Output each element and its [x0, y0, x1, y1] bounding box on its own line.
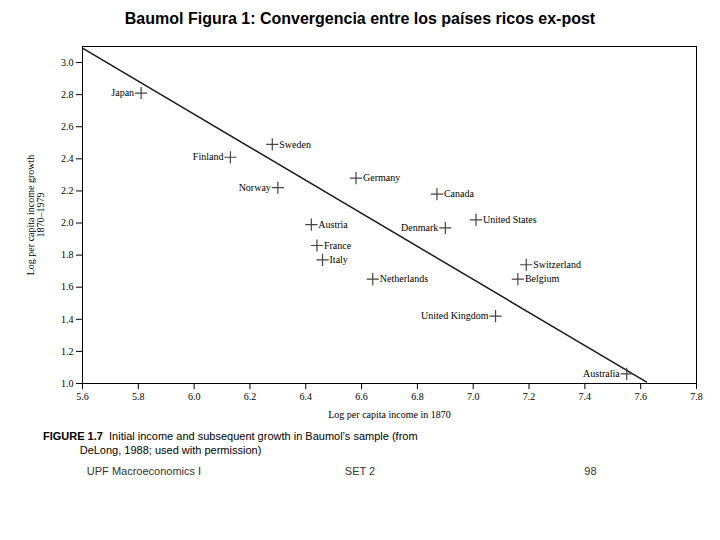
svg-text:3.0: 3.0	[61, 57, 74, 68]
svg-text:France: France	[324, 240, 352, 251]
svg-text:Austria: Austria	[318, 219, 348, 230]
svg-text:Japan: Japan	[111, 87, 134, 98]
svg-text:6.4: 6.4	[300, 391, 313, 402]
svg-text:2.4: 2.4	[61, 153, 74, 164]
svg-text:Australia: Australia	[583, 368, 620, 379]
svg-text:Belgium: Belgium	[525, 273, 560, 284]
svg-text:United States: United States	[483, 214, 537, 225]
svg-text:7.4: 7.4	[579, 391, 592, 402]
svg-text:2.6: 2.6	[61, 121, 74, 132]
svg-text:Log per capita income in 1870: Log per capita income in 1870	[328, 409, 450, 420]
svg-text:6.0: 6.0	[188, 391, 201, 402]
svg-text:2.0: 2.0	[61, 217, 74, 228]
svg-text:1.6: 1.6	[61, 281, 74, 292]
svg-text:Germany: Germany	[363, 172, 400, 183]
svg-text:5.6: 5.6	[76, 391, 89, 402]
svg-text:Italy: Italy	[330, 254, 348, 265]
svg-text:7.0: 7.0	[467, 391, 480, 402]
svg-text:Log per capita income growth18: Log per capita income growth1870–1979	[25, 155, 46, 276]
svg-text:7.2: 7.2	[523, 391, 536, 402]
svg-text:1.2: 1.2	[61, 346, 74, 357]
svg-text:United Kingdom: United Kingdom	[421, 310, 489, 321]
svg-text:Netherlands: Netherlands	[380, 273, 428, 284]
html-text:SET 2: SET 2	[344, 465, 376, 477]
svg-text:7.6: 7.6	[634, 391, 647, 402]
svg-text:6.8: 6.8	[411, 391, 424, 402]
html-text:98: 98	[584, 465, 597, 477]
svg-text:Switzerland: Switzerland	[533, 259, 581, 270]
svg-text:6.2: 6.2	[244, 391, 256, 402]
svg-text:1.8: 1.8	[61, 249, 74, 260]
html-text:FIGURE 1.7 Initial income and: FIGURE 1.7 Initial income and subsequent…	[43, 430, 418, 456]
svg-text:5.8: 5.8	[132, 391, 145, 402]
svg-text:2.2: 2.2	[61, 185, 74, 196]
svg-text:7.8: 7.8	[690, 391, 703, 402]
svg-text:Denmark: Denmark	[401, 222, 438, 233]
svg-text:Sweden: Sweden	[279, 139, 311, 150]
svg-text:Finland: Finland	[193, 151, 224, 162]
svg-text:6.6: 6.6	[355, 391, 368, 402]
svg-text:1.0: 1.0	[61, 378, 74, 389]
html-text:UPF Macroeconomics I: UPF Macroeconomics I	[86, 465, 202, 477]
svg-text:Canada: Canada	[444, 188, 475, 199]
svg-text:Norway: Norway	[239, 182, 271, 193]
svg-text:2.8: 2.8	[61, 89, 74, 100]
svg-text:1.4: 1.4	[61, 314, 74, 325]
html-text:Baumol Figura 1: Convergencia: Baumol Figura 1: Convergencia entre los …	[124, 10, 596, 27]
